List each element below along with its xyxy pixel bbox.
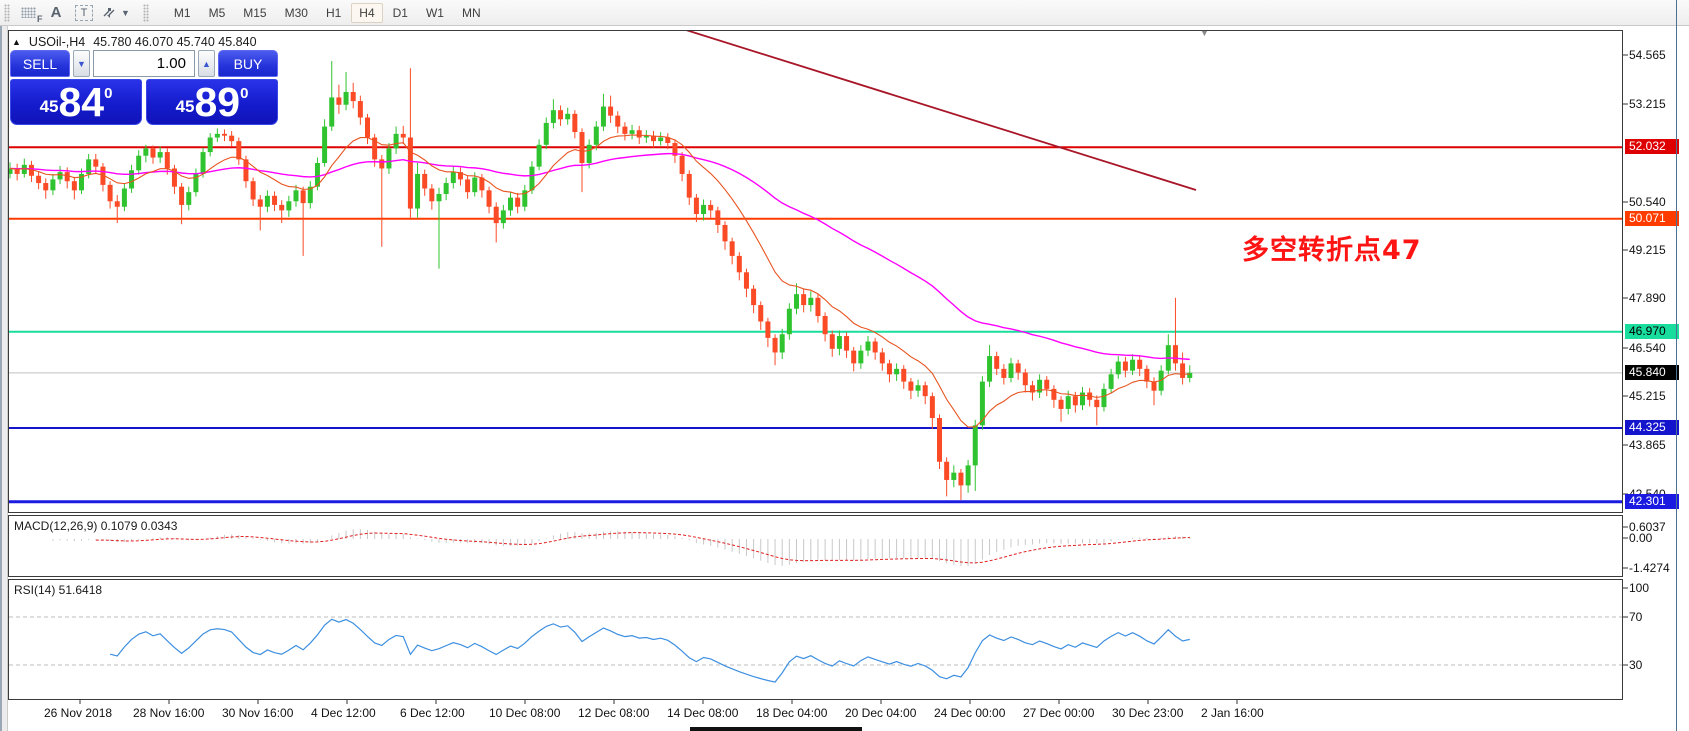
date-label: 18 Dec 04:00	[756, 706, 828, 720]
price-line-label: 45.840	[1625, 365, 1679, 380]
volume-input[interactable]	[94, 51, 194, 76]
text-label-tool-button[interactable]: A	[44, 2, 68, 24]
price-line-label: 46.970	[1625, 324, 1679, 339]
toolbar: F A T ▼ M1 M5 M15 M30 H1 H4 D1 W1 MN	[0, 0, 1689, 26]
axis-tick-label: 50.540	[1629, 195, 1666, 209]
date-label: 27 Dec 00:00	[1023, 706, 1095, 720]
timeframe-button-w1[interactable]: W1	[425, 5, 444, 20]
grid-f-icon: F	[20, 7, 43, 24]
timeframe-button-m1[interactable]: M1	[173, 5, 191, 20]
axis-tick-label: 47.890	[1629, 291, 1666, 305]
price-line-label: 44.325	[1625, 420, 1679, 435]
chart-annotation-text: 多空转折点47	[1242, 235, 1422, 266]
buy-button[interactable]: BUY	[218, 50, 278, 77]
timeframe-button-mn[interactable]: MN	[461, 5, 481, 20]
price-line-label: 42.301	[1625, 494, 1679, 509]
bid-prefix: 45	[39, 97, 59, 116]
axis-tick-label: 30	[1629, 658, 1643, 672]
volume-increase-button[interactable]: ▲	[198, 50, 215, 77]
horizontal-scrollbar[interactable]	[8, 722, 1676, 731]
axis-tick-label: 53.215	[1629, 97, 1666, 111]
timeframe-button-h4[interactable]: H4	[351, 2, 383, 23]
chart-icon: ▲	[12, 37, 21, 47]
date-label: 30 Nov 16:00	[222, 706, 294, 720]
date-label: 28 Nov 16:00	[133, 706, 205, 720]
ask-pip-digit: 0	[240, 85, 249, 102]
bid-big-digits: 84	[58, 79, 105, 125]
timeframe-button-m30[interactable]: M30	[284, 5, 308, 20]
chart-symbol-label: ▲ USOil-,H4 45.780 46.070 45.740 45.840	[12, 35, 257, 49]
date-label: 4 Dec 12:00	[311, 706, 376, 720]
dropdown-caret-icon: ▼	[121, 7, 130, 18]
axis-tick-label: 46.540	[1629, 341, 1666, 355]
text-box-tool-button[interactable]: T	[72, 2, 96, 24]
arrow-tools-icon	[103, 7, 115, 18]
sell-button[interactable]: SELL	[10, 50, 70, 77]
axis-tick-label: 100	[1629, 581, 1650, 595]
horizontal-scrollbar-thumb[interactable]	[690, 727, 862, 731]
symbol-name: USOil-,H4	[28, 35, 86, 49]
date-label: 12 Dec 08:00	[578, 706, 650, 720]
sell-price-panel[interactable]: 45 84 0	[10, 79, 142, 125]
text-box-icon: T	[75, 4, 93, 21]
volume-decrease-button[interactable]: ▼	[73, 50, 90, 77]
date-label: 2 Jan 16:00	[1201, 706, 1264, 720]
axis-tick-label: 54.565	[1629, 48, 1666, 62]
axis-tick-label: 0.00	[1629, 531, 1653, 545]
macd-label: MACD(12,26,9) 0.1079 0.0343	[14, 519, 178, 533]
date-label: 10 Dec 08:00	[489, 706, 561, 720]
text-label-icon: A	[50, 4, 62, 21]
window-left-edge	[0, 26, 8, 731]
axis-tick-label: 45.215	[1629, 389, 1666, 403]
rsi-pane[interactable]	[8, 579, 1623, 700]
axis-tick-label: 70	[1629, 610, 1643, 624]
toolbar-grip[interactable]	[142, 3, 149, 22]
ask-big-digits: 89	[194, 79, 241, 125]
one-click-trading-panel: SELL ▼ ▲ BUY 45 84 0 45 89 0	[10, 50, 278, 125]
timeframe-button-m15[interactable]: M15	[243, 5, 267, 20]
vertical-scrollbar[interactable]	[1676, 0, 1689, 731]
timeframe-button-d1[interactable]: D1	[392, 5, 408, 20]
axis-tick-label: 43.865	[1629, 438, 1666, 452]
macd-pane[interactable]	[8, 515, 1623, 577]
date-label: 30 Dec 23:00	[1112, 706, 1184, 720]
bid-pip-digit: 0	[104, 85, 113, 102]
ohlc-values: 45.780 46.070 45.740 45.840	[93, 35, 257, 49]
price-line-label: 52.032	[1625, 139, 1679, 154]
toolbar-grip[interactable]	[4, 3, 10, 22]
chart-shift-marker-icon[interactable]: ▼	[1200, 28, 1209, 38]
arrow-tools-button[interactable]: ▼	[100, 2, 131, 24]
grid-f-tool-button[interactable]: F	[16, 2, 43, 24]
timeframe-button-h1[interactable]: H1	[325, 5, 342, 20]
price-line-label: 50.071	[1625, 211, 1679, 226]
date-label: 20 Dec 04:00	[845, 706, 917, 720]
timeframe-group: M1 M5 M15 M30 H1 H4 D1 W1 MN	[165, 2, 490, 23]
buy-price-panel[interactable]: 45 89 0	[146, 79, 278, 125]
rsi-label: RSI(14) 51.6418	[14, 583, 103, 597]
date-label: 6 Dec 12:00	[400, 706, 465, 720]
date-label: 24 Dec 00:00	[934, 706, 1006, 720]
ask-prefix: 45	[175, 97, 195, 116]
axis-tick-label: -1.4274	[1629, 561, 1670, 575]
date-label: 26 Nov 2018	[44, 706, 113, 720]
volume-field-box	[93, 50, 195, 77]
axis-tick-label: 0.6037	[1629, 520, 1666, 534]
axis-tick-label: 49.215	[1629, 243, 1666, 257]
timeframe-button-m5[interactable]: M5	[208, 5, 226, 20]
date-label: 14 Dec 08:00	[667, 706, 739, 720]
